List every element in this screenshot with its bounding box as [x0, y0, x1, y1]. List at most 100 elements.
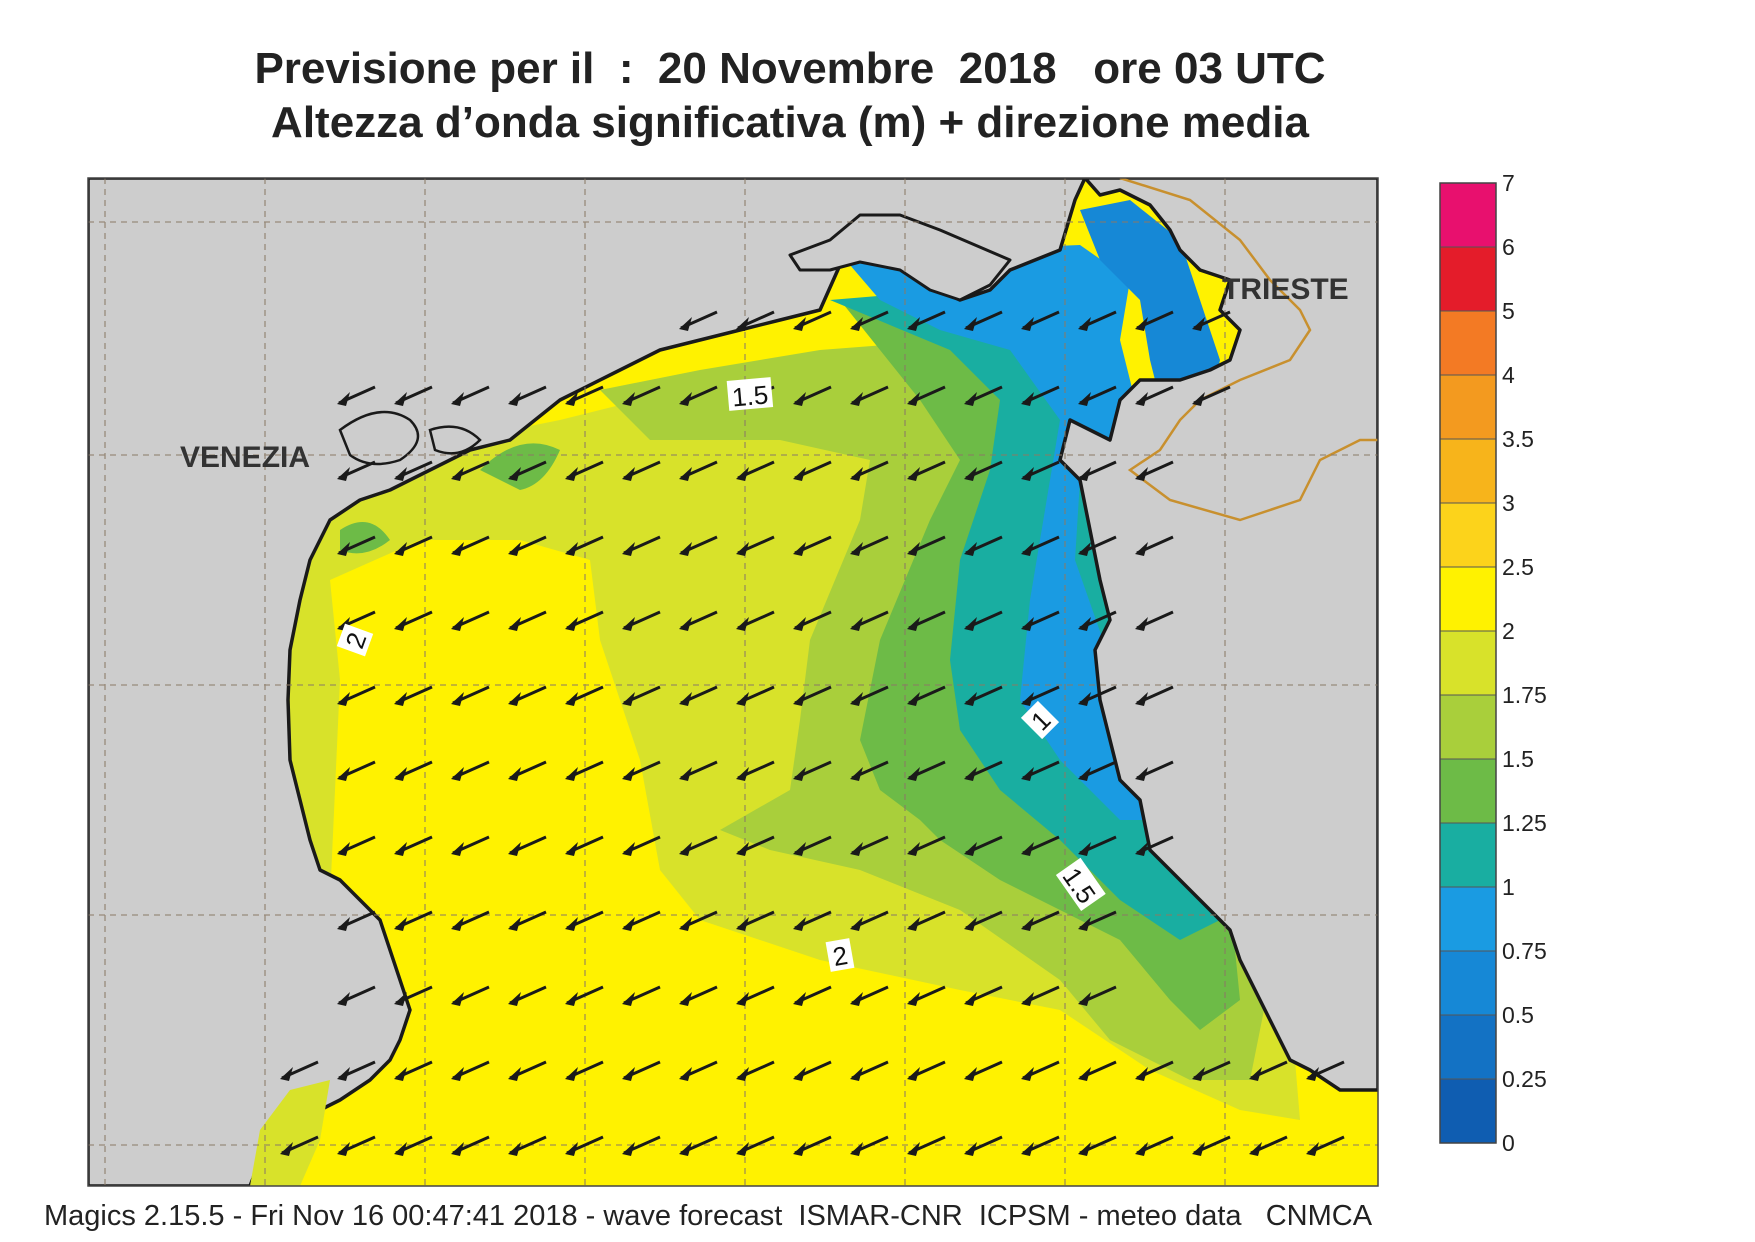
direction-arrow: [1192, 310, 1231, 331]
contour-label-2-south: 2: [830, 940, 849, 972]
direction-arrow: [1249, 1135, 1288, 1156]
place-label-trieste: TRIESTE: [1222, 273, 1349, 306]
direction-arrow: [337, 835, 376, 856]
direction-arrow: [622, 835, 661, 856]
direction-arrow: [565, 760, 604, 781]
direction-arrow: [964, 310, 1003, 331]
direction-arrow: [1249, 1060, 1288, 1081]
direction-arrow: [337, 685, 376, 706]
direction-arrow: [679, 610, 718, 631]
direction-arrow: [793, 760, 832, 781]
direction-arrow: [1021, 1060, 1060, 1081]
direction-arrow: [850, 610, 889, 631]
color-scale-legend: 7 6 5 4 3.5 3 2.5 2 1.75 1.5 1.25 1 0.75 0.5 0.25 0: [1439, 170, 1547, 1156]
direction-arrow: [679, 1060, 718, 1081]
legend-swatch: [1439, 1078, 1497, 1144]
direction-arrow: [1078, 685, 1117, 706]
direction-arrow: [736, 610, 775, 631]
legend-tick-label: 1.25: [1502, 810, 1547, 836]
map-title-line2: Altezza d’onda significativa (m) + direz…: [271, 98, 1309, 147]
direction-arrow: [394, 535, 433, 556]
direction-arrow: [394, 460, 433, 481]
direction-arrow: [907, 1135, 946, 1156]
direction-arrow: [394, 385, 433, 406]
direction-arrow: [451, 760, 490, 781]
direction-arrow: [736, 310, 775, 331]
direction-arrow: [622, 685, 661, 706]
legend-swatch: [1439, 822, 1497, 888]
direction-arrow: [508, 535, 547, 556]
legend-tick-label: 0.25: [1502, 1066, 1547, 1092]
direction-arrow: [964, 835, 1003, 856]
legend-tick-label: 0.75: [1502, 938, 1547, 964]
direction-arrow: [565, 910, 604, 931]
direction-arrow: [793, 985, 832, 1006]
legend-tick-label: 3: [1502, 490, 1515, 516]
direction-arrow: [565, 1135, 604, 1156]
direction-arrow: [736, 535, 775, 556]
direction-arrow: [451, 685, 490, 706]
direction-arrow: [793, 685, 832, 706]
direction-arrow: [622, 1135, 661, 1156]
direction-arrow: [793, 1135, 832, 1156]
direction-arrow: [793, 610, 832, 631]
direction-arrow: [622, 760, 661, 781]
sea-band-0.5-0.75: [1080, 200, 1220, 400]
direction-arrow: [394, 985, 433, 1006]
direction-arrow: [565, 535, 604, 556]
direction-arrow: [337, 760, 376, 781]
direction-arrow: [679, 385, 718, 406]
direction-arrow: [565, 460, 604, 481]
sea-band-1.25-1.5-west: [340, 443, 560, 554]
legend-tick-label: 4: [1502, 362, 1515, 388]
direction-arrow: [451, 535, 490, 556]
land-grado: [788, 213, 1012, 302]
direction-arrow: [793, 535, 832, 556]
legend-swatch: [1439, 758, 1497, 824]
direction-arrow: [1135, 610, 1174, 631]
map-area: 1.5 2 1 1.5 2 VENEZIA TRIESTE: [88, 178, 1378, 1186]
direction-arrow: [736, 685, 775, 706]
legend-tick-label: 0: [1502, 1130, 1515, 1156]
direction-arrow: [964, 1135, 1003, 1156]
direction-arrow: [1135, 835, 1174, 856]
direction-arrow: [394, 1060, 433, 1081]
direction-arrow: [850, 460, 889, 481]
direction-arrow: [565, 1060, 604, 1081]
direction-arrow: [394, 760, 433, 781]
legend-swatch: [1439, 630, 1497, 696]
legend-swatch: [1439, 374, 1497, 440]
map-frame: [87, 177, 1379, 1187]
direction-arrow: [337, 460, 376, 481]
direction-arrow: [850, 760, 889, 781]
legend-tick-label: 1: [1502, 874, 1515, 900]
direction-arrow: [850, 685, 889, 706]
direction-arrow: [508, 835, 547, 856]
direction-arrow: [736, 910, 775, 931]
direction-arrow: [1135, 760, 1174, 781]
direction-arrow: [1135, 385, 1174, 406]
direction-arrow: [736, 760, 775, 781]
direction-arrow: [964, 760, 1003, 781]
direction-arrow: [964, 1060, 1003, 1081]
direction-arrow: [907, 985, 946, 1006]
direction-arrow: [337, 1135, 376, 1156]
legend-tick-label: 0.5: [1502, 1002, 1534, 1028]
direction-arrow: [850, 385, 889, 406]
direction-arrow: [679, 310, 718, 331]
legend-tick-label: 6: [1502, 234, 1515, 260]
direction-arrow: [565, 985, 604, 1006]
direction-arrow: [907, 1060, 946, 1081]
direction-arrow: [850, 985, 889, 1006]
direction-arrow: [1135, 535, 1174, 556]
direction-arrow: [964, 685, 1003, 706]
direction-arrow: [622, 985, 661, 1006]
direction-arrow: [394, 1135, 433, 1156]
direction-arrow: [907, 460, 946, 481]
direction-arrow: [907, 610, 946, 631]
direction-arrow: [793, 310, 832, 331]
direction-arrow: [1078, 385, 1117, 406]
direction-arrow: [679, 910, 718, 931]
direction-arrow: [907, 910, 946, 931]
legend-swatch: [1439, 566, 1497, 632]
